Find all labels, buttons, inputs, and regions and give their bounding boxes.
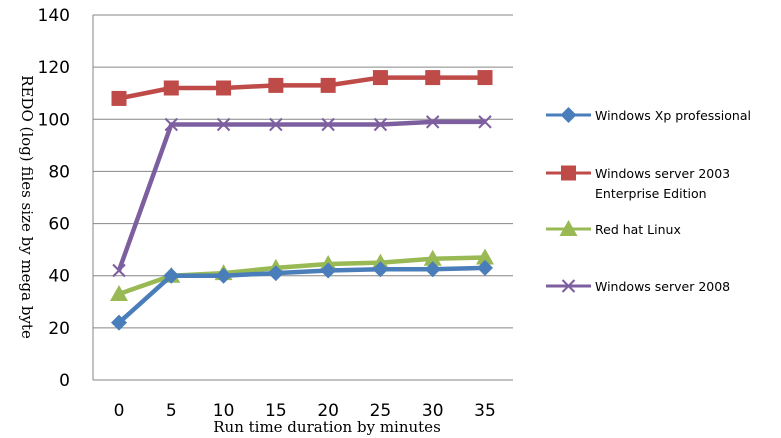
data-point-3-0 (112, 263, 126, 278)
x-tick-label-5: 5 (166, 401, 177, 421)
series-group (110, 70, 494, 331)
legend-label-1-1: Enterprise Edition (595, 186, 707, 201)
data-point-3-4 (321, 117, 335, 132)
legend-item-3: Windows server 2008 (546, 279, 730, 294)
x-marker-stroke (164, 117, 178, 132)
x-tick-labels: 0 5 10 15 20 25 30 35 (114, 401, 496, 421)
data-point-1-2 (216, 80, 232, 96)
data-point-1-7 (477, 70, 493, 86)
data-point-1-0 (111, 90, 127, 106)
x-marker-stroke (373, 117, 388, 132)
y-tick-label-60: 60 (48, 215, 70, 235)
y-tick-label-20: 20 (48, 319, 70, 339)
y-tick-label-40: 40 (48, 267, 70, 287)
data-point-0-1 (163, 267, 180, 284)
series-line-3 (116, 119, 485, 272)
legend-marker-1 (561, 165, 576, 181)
legend-label-3: Windows server 2008 (595, 279, 730, 294)
legend-item-1: Windows server 2003 Enterprise Edition (546, 165, 730, 201)
series-1 (111, 70, 493, 106)
y-tick-label-80: 80 (48, 162, 70, 182)
data-point-3-6 (426, 115, 440, 129)
legend-label-1-0: Windows server 2003 (595, 166, 730, 181)
data-point-2-6 (423, 249, 442, 266)
data-point-0-3 (267, 265, 284, 282)
data-point-1-6 (425, 70, 441, 86)
data-point-0-5 (372, 261, 389, 278)
x-marker-stroke (112, 263, 126, 278)
legend-item-2: Red hat Linux (546, 220, 681, 237)
data-point-1-1 (163, 80, 179, 96)
data-point-1-4 (320, 77, 336, 93)
x-tick-label-35: 35 (474, 401, 496, 421)
x-tick-label-10: 10 (213, 401, 235, 421)
legend-marker-3 (561, 279, 576, 293)
data-point-2-7 (476, 248, 494, 265)
data-point-0-2 (215, 267, 232, 284)
legend-label-2: Red hat Linux (595, 222, 681, 237)
series-3 (112, 115, 492, 278)
legend-item-0: Windows Xp professional (546, 107, 751, 123)
x-axis-title: Run time duration by minutes (213, 418, 441, 436)
data-point-3-5 (373, 117, 388, 132)
x-tick-label-0: 0 (114, 401, 125, 421)
x-tick-label-15: 15 (265, 401, 287, 421)
y-tick-labels: 0 20 40 60 80 100 120 140 (38, 6, 70, 391)
x-marker-stroke (321, 117, 335, 132)
data-point-0-7 (477, 259, 493, 276)
data-point-3-2 (216, 117, 231, 132)
legend: Windows Xp professional Windows server 20… (546, 107, 751, 294)
x-marker-stroke (426, 115, 440, 129)
data-point-3-1 (164, 117, 178, 132)
data-point-3-7 (478, 115, 492, 129)
x-tick-label-30: 30 (422, 401, 444, 421)
x-marker-stroke (561, 279, 576, 293)
x-marker-stroke (216, 117, 231, 132)
data-point-0-0 (111, 314, 127, 331)
data-point-0-6 (424, 261, 441, 278)
x-tick-label-25: 25 (370, 401, 392, 421)
x-tick-label-20: 20 (317, 401, 339, 421)
y-tick-label-140: 140 (38, 6, 70, 26)
x-marker-stroke (269, 117, 283, 132)
legend-label-0: Windows Xp professional (595, 108, 751, 123)
legend-marker-0 (560, 107, 577, 123)
legend-marker-2 (559, 220, 578, 236)
data-point-2-0 (110, 284, 128, 301)
y-tick-label-100: 100 (38, 110, 70, 130)
y-tick-label-120: 120 (38, 58, 70, 78)
data-point-0-4 (320, 262, 337, 279)
data-point-3-3 (269, 117, 283, 132)
data-point-1-3 (268, 77, 284, 93)
y-tick-label-0: 0 (59, 371, 70, 391)
grid-lines (92, 14, 513, 381)
series-line-1 (118, 75, 485, 101)
series-0 (111, 259, 493, 331)
x-marker-stroke (478, 115, 492, 129)
y-axis-title: REDO (log) files size by mega byte (18, 75, 36, 339)
series-line-0 (117, 265, 486, 325)
data-point-1-5 (372, 70, 388, 86)
